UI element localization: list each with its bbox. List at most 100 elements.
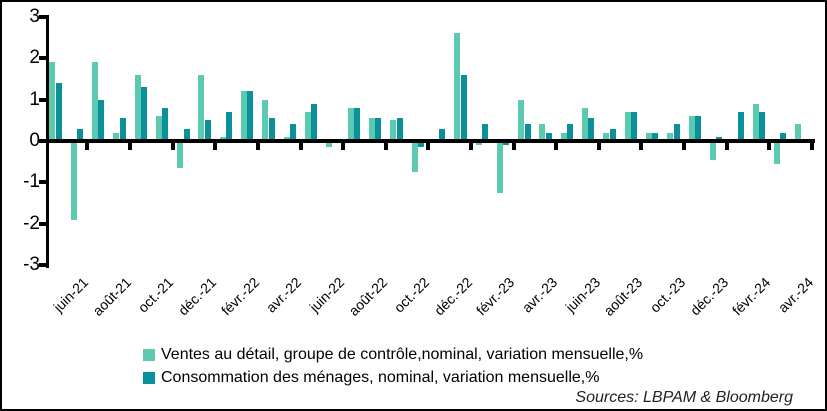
bar-ventes-mars-24 [752, 103, 759, 141]
x-axis-tick [128, 143, 133, 150]
y-axis-tick [39, 180, 47, 185]
x-axis-tick [298, 143, 303, 150]
bar-consommation-oct-21 [140, 87, 147, 141]
x-axis-tick [426, 143, 431, 150]
bar-consommation-mai-22 [290, 124, 297, 141]
bar-consommation-juil-23 [588, 118, 595, 141]
legend-item-consommation: Consommation des ménages, nominal, varia… [143, 366, 643, 389]
bar-consommation-mai-23 [545, 132, 552, 141]
x-axis-tick [468, 143, 473, 150]
bar-consommation-févr-22 [226, 112, 233, 141]
x-axis-tick [596, 143, 601, 150]
bar-consommation-mars-22 [247, 91, 254, 141]
legend-label-consommation: Consommation des ménages, nominal, varia… [161, 368, 600, 386]
bar-ventes-mai-23 [539, 124, 546, 141]
bar-ventes-mars-22 [241, 91, 248, 141]
x-axis-tick [383, 143, 388, 150]
bar-consommation-déc-22 [439, 128, 446, 141]
bar-ventes-août-21 [91, 62, 98, 141]
bar-consommation-nov-22 [417, 141, 424, 148]
bar-ventes-janv-22 [198, 74, 205, 141]
bar-ventes-sept-22 [368, 118, 375, 141]
bar-ventes-juil-22 [326, 141, 333, 148]
bar-consommation-juin-22 [311, 103, 318, 141]
bar-ventes-mars-23 [496, 141, 503, 193]
bar-ventes-juin-21 [49, 62, 56, 141]
bar-ventes-août-23 [603, 132, 610, 141]
legend-swatch-consommation-icon [143, 371, 155, 384]
x-axis-tick [724, 143, 729, 150]
y-axis-label: -1 [23, 171, 40, 193]
bar-ventes-juin-23 [560, 132, 567, 141]
y-axis-label: -2 [23, 212, 40, 234]
bar-consommation-sept-22 [375, 118, 382, 141]
y-axis-label: 0 [29, 130, 40, 151]
y-axis-label: 2 [29, 47, 40, 69]
bar-consommation-juin-23 [567, 124, 574, 141]
legend-swatch-ventes-icon [143, 348, 155, 361]
bar-ventes-oct-21 [134, 74, 141, 141]
bar-ventes-avr-22 [262, 99, 269, 141]
y-axis-tick [39, 14, 47, 19]
legend-item-ventes: Ventes au détail, groupe de contrôle,nom… [143, 343, 643, 366]
bar-consommation-févr-23 [481, 124, 488, 141]
bar-ventes-sept-21 [113, 132, 120, 141]
y-axis-tick [39, 221, 47, 226]
bar-consommation-août-23 [609, 128, 616, 141]
bar-ventes-août-22 [347, 107, 354, 141]
bar-consommation-juil-21 [77, 128, 83, 141]
bar-consommation-avr-22 [268, 118, 275, 141]
bar-consommation-janv-22 [204, 120, 211, 141]
y-axis-tick [39, 97, 47, 102]
source-note: Sources: LBPAM & Bloomberg [575, 389, 793, 406]
x-axis-tick [341, 143, 346, 150]
bar-consommation-avr-24 [780, 132, 787, 141]
legend-label-ventes: Ventes au détail, groupe de contrôle,nom… [161, 345, 644, 363]
bar-consommation-mars-23 [503, 141, 510, 146]
bar-consommation-oct-23 [652, 132, 659, 141]
bar-ventes-avr-24 [773, 141, 780, 164]
bar-ventes-juil-23 [582, 107, 589, 141]
bar-ventes-nov-22 [411, 141, 418, 173]
bar-ventes-déc-21 [177, 141, 184, 168]
bar-ventes-janv-23 [454, 33, 461, 141]
bar-consommation-janv-23 [460, 74, 467, 141]
bar-ventes-juil-21 [70, 141, 77, 220]
bar-ventes-nov-21 [155, 116, 162, 141]
y-axis-label: 1 [29, 88, 40, 110]
bar-consommation-oct-22 [396, 118, 403, 141]
bar-consommation-déc-21 [183, 128, 190, 141]
x-axis-tick [213, 143, 218, 150]
y-axis-tick [39, 56, 47, 61]
bar-ventes-avr-23 [518, 99, 525, 141]
y-axis-tick [39, 263, 47, 268]
bar-ventes-déc-23 [688, 116, 695, 141]
bar-consommation-nov-21 [162, 107, 169, 141]
x-axis-tick [809, 143, 814, 150]
bar-consommation-août-21 [98, 99, 105, 141]
bar-consommation-janv-24 [716, 136, 723, 141]
x-axis-tick [554, 143, 559, 150]
x-axis-tick [639, 143, 644, 150]
x-axis-tick [682, 143, 687, 150]
bar-consommation-août-22 [354, 107, 361, 141]
bar-ventes-nov-23 [667, 132, 674, 141]
x-axis-tick [767, 143, 772, 150]
x-axis-tick [255, 143, 260, 150]
x-axis-tick [85, 143, 90, 150]
x-axis-tick [511, 143, 516, 150]
bar-consommation-nov-23 [673, 124, 680, 141]
bar-consommation-juin-21 [55, 83, 62, 141]
bar-consommation-févr-24 [737, 112, 744, 141]
legend: Ventes au détail, groupe de contrôle,nom… [143, 343, 643, 389]
bar-ventes-mai-24 [795, 124, 802, 141]
bar-consommation-sept-21 [119, 118, 126, 141]
bar-ventes-juin-22 [305, 112, 312, 141]
bar-ventes-févr-23 [475, 141, 482, 146]
y-axis-label: -3 [23, 254, 40, 276]
y-axis-tick [39, 139, 47, 143]
bar-ventes-févr-22 [219, 136, 226, 141]
y-axis-label: 3 [29, 5, 40, 27]
